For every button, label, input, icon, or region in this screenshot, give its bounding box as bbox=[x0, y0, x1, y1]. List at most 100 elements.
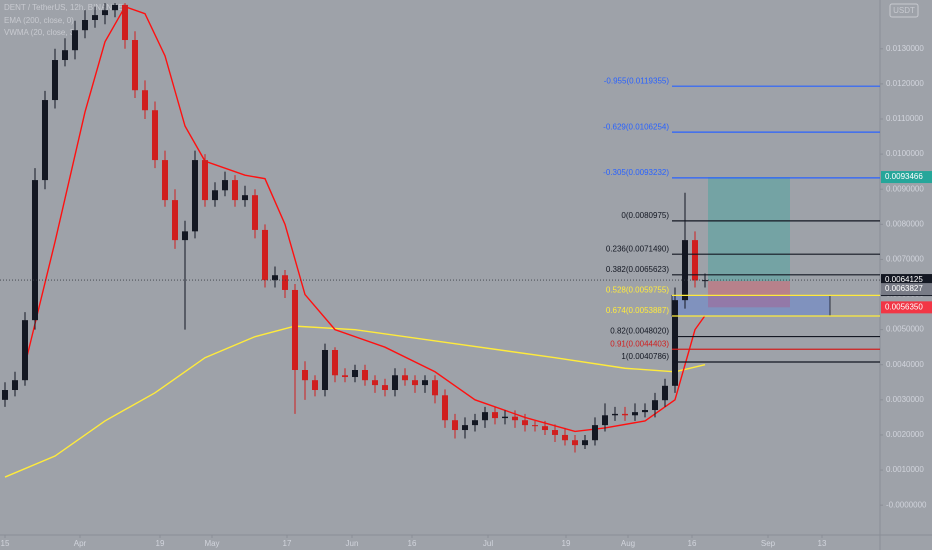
candle-body bbox=[322, 349, 328, 391]
candle-body bbox=[172, 200, 178, 241]
candle-body bbox=[462, 425, 468, 431]
fib-label: -0.629(0.0106254) bbox=[603, 122, 669, 131]
candle-body bbox=[352, 370, 358, 378]
candle-body bbox=[82, 20, 88, 31]
fib-label: 0.82(0.0048020) bbox=[610, 327, 669, 336]
x-tick-label: 16 bbox=[408, 539, 417, 548]
position-target-zone bbox=[708, 177, 790, 282]
x-tick-label: 17 bbox=[283, 539, 292, 548]
price-tag-label: 0.0063827 bbox=[885, 284, 923, 293]
fib-label: 0.236(0.0071490) bbox=[606, 244, 670, 253]
fib-label: 0(0.0080975) bbox=[621, 211, 669, 220]
candle-body bbox=[132, 40, 138, 91]
candle-body bbox=[22, 320, 28, 381]
candle-body bbox=[382, 385, 388, 391]
candle-body bbox=[672, 300, 678, 386]
y-tick-label: 0.0110000 bbox=[886, 114, 924, 123]
candle-body bbox=[342, 375, 348, 378]
y-tick-label: -0.0000000 bbox=[886, 500, 927, 509]
currency-box[interactable] bbox=[889, 3, 919, 18]
candle-body bbox=[592, 425, 598, 441]
price-tag bbox=[881, 301, 932, 314]
candle-body bbox=[372, 380, 378, 386]
candle-body bbox=[212, 190, 218, 201]
x-tick-label: May bbox=[204, 539, 219, 548]
chart-title: DENT / TetherUS, 12h, BINANCE bbox=[4, 3, 123, 12]
candle-body bbox=[102, 10, 108, 16]
candle-body bbox=[452, 420, 458, 431]
fib-label: 0.91(0.0044403) bbox=[610, 339, 669, 348]
candle-body bbox=[332, 349, 338, 376]
candle-body bbox=[602, 415, 608, 426]
candle-body bbox=[412, 380, 418, 386]
x-tick-label: 15 bbox=[1, 539, 10, 548]
candle-body bbox=[522, 420, 528, 426]
candle-body bbox=[432, 380, 438, 396]
candle-body bbox=[402, 375, 408, 381]
fib-label: -0.955(0.0119355) bbox=[604, 76, 670, 85]
candle-body bbox=[572, 440, 578, 446]
fib-label: 0.382(0.0065623) bbox=[606, 265, 670, 274]
candle-body bbox=[642, 410, 648, 413]
candle-body bbox=[492, 412, 498, 419]
candle-body bbox=[552, 430, 558, 435]
candle-body bbox=[232, 180, 238, 201]
candle-body bbox=[562, 434, 568, 441]
candle-body bbox=[142, 90, 148, 111]
candle-body bbox=[2, 390, 8, 400]
candle-body bbox=[272, 275, 278, 281]
y-tick-label: 0.0120000 bbox=[886, 79, 924, 88]
legend-entry: EMA (200, close, 0) bbox=[4, 16, 74, 25]
candle-body bbox=[512, 416, 518, 421]
position-stop-zone bbox=[708, 281, 790, 308]
currency[interactable]: USDT bbox=[893, 6, 915, 15]
indicator-line bbox=[24, 5, 706, 433]
y-tick-label: 0.0030000 bbox=[886, 395, 924, 404]
candle-body bbox=[662, 385, 668, 401]
candle-body bbox=[582, 440, 588, 446]
candle-body bbox=[92, 15, 98, 21]
candle-body bbox=[252, 195, 258, 230]
candle-body bbox=[192, 160, 198, 232]
candle-body bbox=[442, 395, 448, 421]
price-tag bbox=[881, 283, 932, 296]
y-tick-label: 0.0090000 bbox=[886, 184, 924, 193]
candle-body bbox=[222, 180, 228, 191]
candle-body bbox=[692, 240, 698, 281]
candle-body bbox=[202, 160, 208, 201]
candle-body bbox=[682, 240, 688, 301]
candle-body bbox=[392, 375, 398, 391]
fib-label: 1(0.0040786) bbox=[621, 352, 669, 361]
candle-body bbox=[472, 420, 478, 426]
fib-label: 0.528(0.0059755) bbox=[606, 286, 670, 295]
x-tick-label: 19 bbox=[156, 539, 165, 548]
y-tick-label: 0.0080000 bbox=[886, 219, 924, 228]
candle-body bbox=[622, 413, 628, 416]
candle-body bbox=[182, 231, 188, 241]
x-tick-label: 16 bbox=[688, 539, 697, 548]
x-tick-label: Apr bbox=[74, 539, 87, 548]
x-tick-label: 13 bbox=[818, 539, 827, 548]
candle-body bbox=[312, 380, 318, 391]
range-box bbox=[671, 294, 831, 317]
candle-body bbox=[362, 370, 368, 381]
candle-body bbox=[482, 412, 488, 421]
candle-body bbox=[292, 289, 298, 371]
x-tick-label: Sep bbox=[761, 539, 776, 548]
y-tick-label: 0.0130000 bbox=[886, 44, 924, 53]
x-tick-label: Jun bbox=[346, 539, 359, 548]
candle-body bbox=[632, 412, 638, 416]
x-tick-label: Jul bbox=[483, 539, 493, 548]
candle-body bbox=[612, 413, 618, 416]
y-tick-label: 0.0010000 bbox=[886, 465, 924, 474]
fib-label: 0.674(0.0053887) bbox=[606, 306, 670, 315]
candle-body bbox=[62, 50, 68, 61]
y-tick-label: 0.0070000 bbox=[886, 255, 924, 264]
candle-body bbox=[32, 180, 38, 321]
candle-body bbox=[112, 4, 118, 11]
legend-entry: VWMA (20, close, 3) bbox=[4, 28, 77, 37]
y-tick-label: 0.0040000 bbox=[886, 360, 924, 369]
candle-body bbox=[242, 195, 248, 201]
x-tick-label: Aug bbox=[621, 539, 635, 548]
